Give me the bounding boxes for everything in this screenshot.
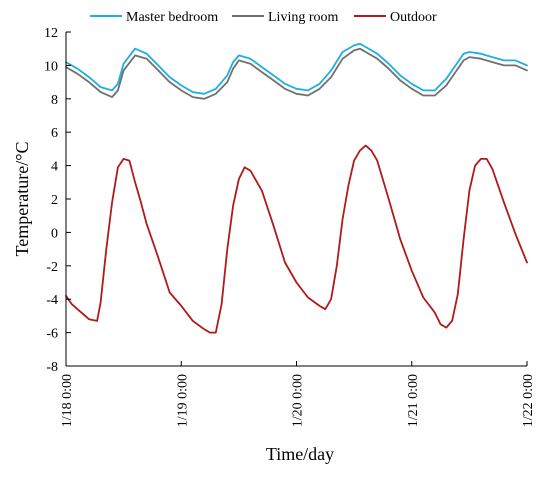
- x-axis-title: Time/day: [266, 444, 334, 464]
- y-tick-label: 6: [51, 126, 58, 141]
- legend-item-2: Outdoor: [354, 10, 437, 25]
- plot-area: [65, 42, 528, 334]
- y-axis-title: Temperature/°C: [12, 142, 32, 257]
- x-tick-label: 1/20 0:00: [291, 374, 306, 427]
- x-tick-label: 1/18 0:00: [60, 374, 75, 427]
- legend-label: Living room: [268, 10, 338, 25]
- legend-label: Outdoor: [390, 10, 437, 25]
- series-line-0: [65, 42, 528, 95]
- y-tick-label: 0: [51, 226, 58, 241]
- y-tick-label: 10: [44, 59, 58, 74]
- x-tick-label: 1/22 0:00: [521, 374, 536, 427]
- legend-item-1: Living room: [232, 10, 338, 25]
- series-line-2: [65, 144, 528, 334]
- y-tick-label: -2: [46, 260, 58, 275]
- y-tick-label: 8: [51, 93, 58, 108]
- y-tick-label: -4: [46, 293, 58, 308]
- y-tick-label: 2: [51, 193, 58, 208]
- y-tick-label: -8: [46, 360, 58, 375]
- series-line-1: [65, 47, 528, 100]
- y-tick-label: 4: [51, 160, 58, 175]
- x-tick-label: 1/21 0:00: [406, 374, 421, 427]
- y-tick-label: -6: [46, 327, 58, 342]
- y-tick-label: 12: [44, 26, 58, 41]
- axes: Time/day Temperature/°C -8 -6 -4 -2 0 2 4 6 8 10 1…: [12, 26, 536, 464]
- x-tick-label: 1/19 0:00: [175, 374, 190, 427]
- legend-label: Master bedroom: [126, 10, 218, 25]
- legend: Master bedroom Living room Outdoor: [90, 10, 437, 25]
- legend-item-0: Master bedroom: [90, 10, 218, 25]
